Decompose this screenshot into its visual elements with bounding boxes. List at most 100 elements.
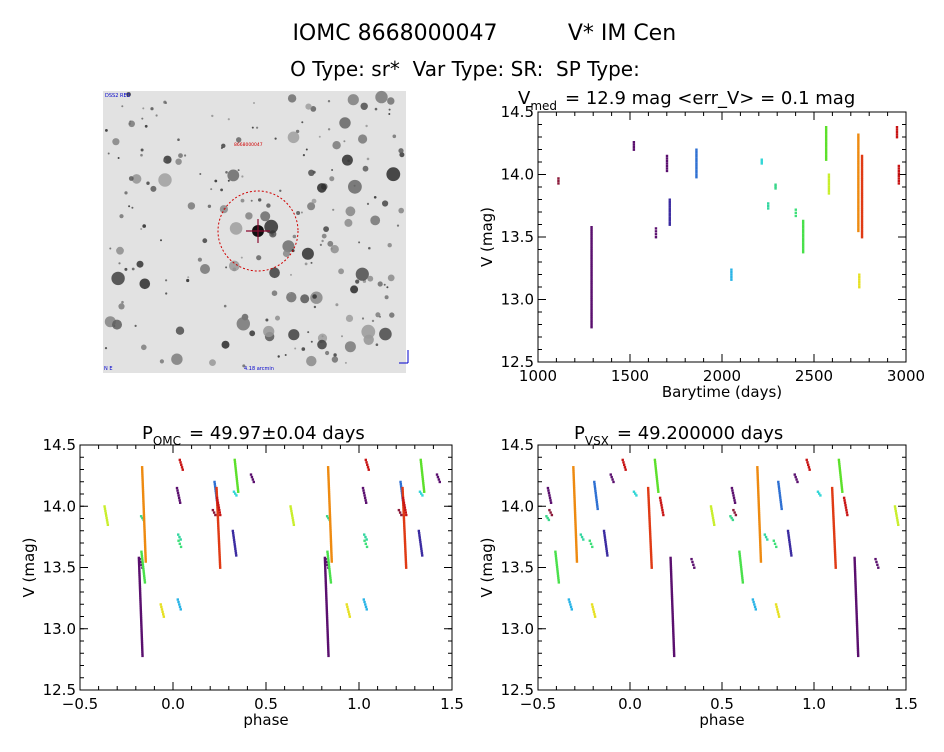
lc-point: [695, 169, 698, 172]
pomc-point: [213, 482, 217, 486]
pomc-point: [143, 531, 146, 534]
pomc-point: [420, 469, 424, 472]
pvsx-point: [840, 486, 844, 489]
pvsx-point: [793, 473, 796, 476]
star: [312, 170, 316, 174]
pomc-point: [215, 496, 219, 500]
pomc-point: [325, 560, 328, 564]
pomc-point: [233, 545, 237, 548]
lc-point: [897, 169, 901, 173]
pomc-point: [175, 486, 179, 490]
pvsx-point: [711, 512, 714, 515]
lc-point: [860, 218, 864, 222]
pomc-point: [363, 600, 366, 604]
pomc-point: [234, 469, 238, 472]
pomc-point: [401, 493, 405, 496]
star: [144, 124, 148, 128]
lc-point: [774, 183, 777, 186]
lc-point: [857, 227, 860, 231]
pvsx-point: [573, 503, 576, 507]
pvsx-point: [777, 615, 781, 618]
pvsx-point: [711, 514, 714, 517]
pomc-point: [141, 650, 144, 653]
pvsx-point: [655, 473, 658, 476]
lc-point: [827, 178, 831, 181]
lc-point: [857, 184, 860, 188]
lc-point: [695, 171, 698, 174]
pvsx-point: [574, 535, 578, 538]
pvsx-point: [758, 526, 761, 530]
lc-point: [760, 160, 763, 163]
pvsx-point: [757, 510, 761, 513]
pomc-point: [362, 489, 365, 492]
star: [275, 315, 280, 321]
star: [117, 157, 120, 159]
lc-point: [860, 188, 864, 192]
pvsx-point: [855, 617, 859, 620]
star: [332, 141, 341, 150]
pomc-point: [329, 539, 333, 542]
pomc-point: [178, 535, 181, 539]
pomc-ylabel: V (mag): [20, 537, 38, 597]
pvsx-point: [603, 534, 606, 537]
star: [241, 175, 244, 178]
pomc-point: [325, 606, 328, 610]
pomc-point: [104, 509, 107, 513]
lc-point: [590, 311, 593, 314]
pomc-point: [137, 562, 141, 566]
pomc-point: [328, 499, 331, 502]
pomc-point: [180, 463, 183, 466]
lc-point: [824, 128, 828, 131]
pomc-point: [233, 462, 237, 466]
lc-point: [590, 304, 593, 308]
pvsx-point: [573, 505, 577, 509]
star: [140, 153, 143, 157]
pvsx-point: [832, 512, 835, 515]
pvsx-point: [753, 603, 756, 606]
pvsx-point: [854, 590, 858, 593]
star: [347, 94, 359, 106]
star: [128, 176, 134, 181]
star: [266, 203, 271, 208]
pomc-point: [138, 573, 141, 576]
lc-point: [590, 270, 593, 274]
pvsx-point: [593, 487, 597, 490]
pvsx-point: [854, 577, 857, 580]
pvsx-point: [621, 458, 624, 462]
lc-point: [590, 238, 593, 242]
pomc-point: [138, 585, 142, 589]
pvsx-point: [764, 535, 768, 539]
star: [317, 339, 327, 350]
star: [221, 340, 230, 349]
pvsx-point: [554, 557, 558, 560]
star: [358, 134, 368, 144]
star: [330, 245, 339, 254]
pomc-point: [144, 549, 147, 553]
lc-point: [858, 286, 861, 289]
pomc-point: [218, 558, 222, 561]
star: [158, 173, 172, 187]
lc-point: [767, 204, 770, 208]
star: [250, 199, 253, 202]
pomc-point: [328, 505, 331, 509]
star: [160, 239, 162, 242]
lc-point: [824, 126, 828, 129]
star: [165, 292, 168, 295]
lc-point: [730, 278, 733, 281]
star: [362, 165, 369, 172]
pvsx-point: [854, 592, 858, 595]
star: [331, 356, 339, 363]
pomc-point: [140, 638, 144, 641]
lc-point: [654, 227, 658, 230]
pvsx-point: [757, 514, 761, 517]
lc-point: [590, 289, 593, 293]
lc-point: [695, 166, 698, 170]
lc-point: [857, 169, 860, 173]
pomc-point: [324, 579, 327, 583]
phase-plot-omc: POMC = 49.97±0.04 days −0.5 0.0 0.5 1.0 1.5 12…: [20, 423, 464, 729]
pomc-point: [141, 646, 144, 649]
lc-point: [857, 197, 860, 201]
lc-point: [590, 321, 593, 325]
pvsx-point: [596, 505, 599, 508]
pvsx-point: [572, 472, 575, 475]
